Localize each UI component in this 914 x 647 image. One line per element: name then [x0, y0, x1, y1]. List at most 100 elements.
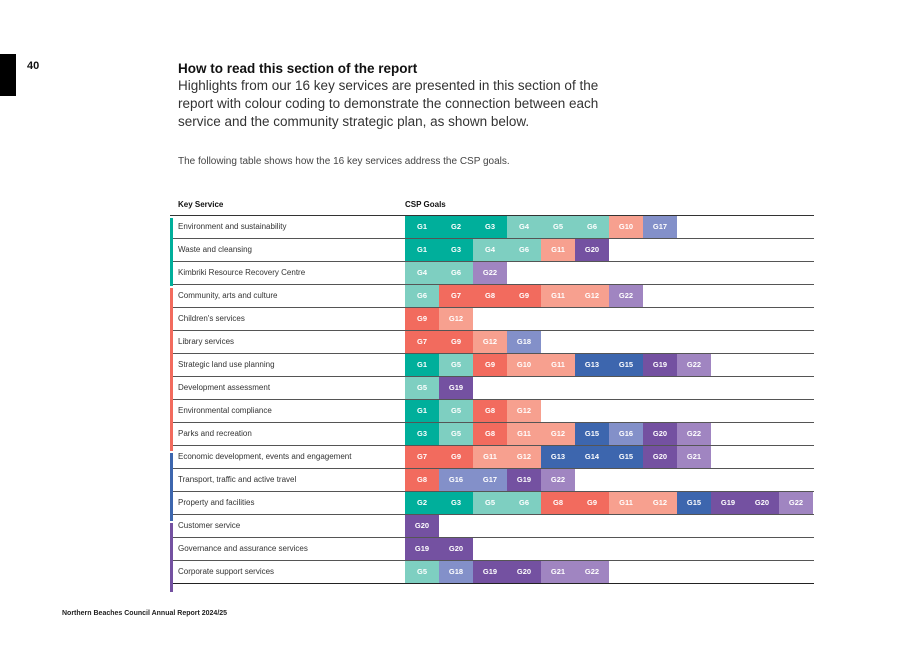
goal-cell: G5: [541, 216, 575, 238]
goal-cell: G6: [507, 239, 541, 261]
goal-cell: G13: [541, 446, 575, 468]
goal-cell: G9: [439, 446, 473, 468]
goal-cell: G7: [405, 446, 439, 468]
table-row: Children's services G9 G12: [170, 308, 814, 331]
service-name: Transport, traffic and active travel: [178, 475, 297, 484]
goal-cell: G6: [507, 492, 541, 514]
goal-cell: G22: [779, 492, 813, 514]
group-accent-bar-environment: [170, 217, 173, 286]
goal-cell: G8: [541, 492, 575, 514]
goal-cell: G10: [507, 354, 541, 376]
goal-cell: G16: [609, 423, 643, 445]
goal-cell: G12: [541, 423, 575, 445]
goal-cells: G7 G9 G11 G12 G13 G14 G15 G20 G21: [405, 446, 711, 468]
table-row: Transport, traffic and active travel G8 G1…: [170, 469, 814, 492]
goal-cell: G11: [541, 285, 575, 307]
goal-cells: G3 G5 G8 G11 G12 G15 G16 G20 G22: [405, 423, 711, 445]
table-row: Library services G7 G9 G12 G18: [170, 331, 814, 354]
goal-cell: G9: [439, 331, 473, 353]
goal-cell: G3: [439, 492, 473, 514]
goal-cell: G21: [677, 446, 711, 468]
goal-cell: G20: [745, 492, 779, 514]
goal-cell: G5: [405, 561, 439, 583]
header-key-service: Key Service: [178, 200, 224, 209]
goal-cells: G2 G3 G5 G6 G8 G9 G11 G12 G15 G19 G20 G22: [405, 492, 813, 514]
service-name: Library services: [178, 337, 235, 346]
table-row: Parks and recreation G3 G5 G8 G11 G12 G15 G16 G2…: [170, 423, 814, 446]
table-header: Key Service CSP Goals: [170, 198, 814, 216]
goal-cell: G12: [507, 446, 541, 468]
goal-cells: G8 G16 G17 G19 G22: [405, 469, 575, 491]
goal-cell: G15: [609, 354, 643, 376]
goal-cell: G3: [405, 423, 439, 445]
goal-cell: G8: [473, 400, 507, 422]
goal-cell: G11: [473, 446, 507, 468]
goal-cell: G8: [473, 285, 507, 307]
goal-cell: G4: [405, 262, 439, 284]
goal-cell: G2: [405, 492, 439, 514]
service-name: Governance and assurance services: [178, 544, 308, 553]
page-tab-marker: [0, 54, 16, 96]
goal-cell: G13: [575, 354, 609, 376]
goal-cell: G22: [575, 561, 609, 583]
goal-cell: G20: [643, 446, 677, 468]
goal-cell: G6: [405, 285, 439, 307]
goal-cell: G3: [439, 239, 473, 261]
goal-cell: G20: [405, 515, 439, 537]
goal-cells: G20: [405, 515, 439, 537]
table-row: Environmental compliance G1 G5 G8 G12: [170, 400, 814, 423]
service-name: Parks and recreation: [178, 429, 252, 438]
service-name: Corporate support services: [178, 567, 275, 576]
goal-cell: G22: [541, 469, 575, 491]
table-body: Environment and sustainability G1 G2 G3 G4 G5…: [170, 216, 814, 584]
goal-cell: G7: [405, 331, 439, 353]
services-goals-table: Key Service CSP Goals Environment and su…: [170, 198, 814, 592]
service-name: Environment and sustainability: [178, 222, 287, 231]
table-row: Strategic land use planning G1 G5 G9 G10 G11 G…: [170, 354, 814, 377]
goal-cell: G16: [439, 469, 473, 491]
goal-cells: G7 G9 G12 G18: [405, 331, 541, 353]
table-row: Customer service G20: [170, 515, 814, 538]
goal-cell: G18: [507, 331, 541, 353]
table-row: Kimbriki Resource Recovery Centre G4 G6 G22: [170, 262, 814, 285]
goal-cell: G1: [405, 239, 439, 261]
service-name: Economic development, events and engagem…: [178, 452, 352, 461]
goal-cell: G12: [507, 400, 541, 422]
service-name: Strategic land use planning: [178, 360, 275, 369]
service-name: Community, arts and culture: [178, 291, 278, 300]
goal-cell: G17: [473, 469, 507, 491]
table-row: Property and facilities G2 G3 G5 G6 G8 G9 G11 G1…: [170, 492, 814, 515]
table-row: Waste and cleansing G1 G3 G4 G6 G11 G20: [170, 239, 814, 262]
table-row: Economic development, events and engagem…: [170, 446, 814, 469]
group-accent-bar-governance: [170, 523, 173, 592]
section-heading: How to read this section of the report: [178, 61, 418, 76]
header-csp-goals: CSP Goals: [405, 200, 446, 209]
goal-cell: G11: [507, 423, 541, 445]
goal-cell: G6: [439, 262, 473, 284]
goal-cell: G3: [473, 216, 507, 238]
goal-cell: G19: [507, 469, 541, 491]
goal-cell: G11: [609, 492, 643, 514]
table-row: Governance and assurance services G19 G20: [170, 538, 814, 561]
goal-cell: G5: [405, 377, 439, 399]
goal-cell: G19: [711, 492, 745, 514]
goal-cell: G15: [677, 492, 711, 514]
goal-cell: G19: [473, 561, 507, 583]
goal-cells: G1 G5 G8 G12: [405, 400, 541, 422]
intro-section: How to read this section of the report H…: [178, 60, 608, 168]
service-name: Property and facilities: [178, 498, 255, 507]
service-name: Customer service: [178, 521, 241, 530]
service-name: Kimbriki Resource Recovery Centre: [178, 268, 306, 277]
goal-cell: G1: [405, 216, 439, 238]
goal-cell: G9: [473, 354, 507, 376]
goal-cell: G5: [439, 400, 473, 422]
goal-cell: G5: [473, 492, 507, 514]
goal-cell: G12: [643, 492, 677, 514]
service-name: Waste and cleansing: [178, 245, 252, 254]
goal-cell: G20: [575, 239, 609, 261]
goal-cell: G1: [405, 400, 439, 422]
goal-cells: G5 G19: [405, 377, 473, 399]
footer-report-title: Northern Beaches Council Annual Report 2…: [62, 610, 228, 617]
goal-cell: G22: [473, 262, 507, 284]
table-row: Corporate support services G5 G18 G19 G20 G21…: [170, 561, 814, 584]
